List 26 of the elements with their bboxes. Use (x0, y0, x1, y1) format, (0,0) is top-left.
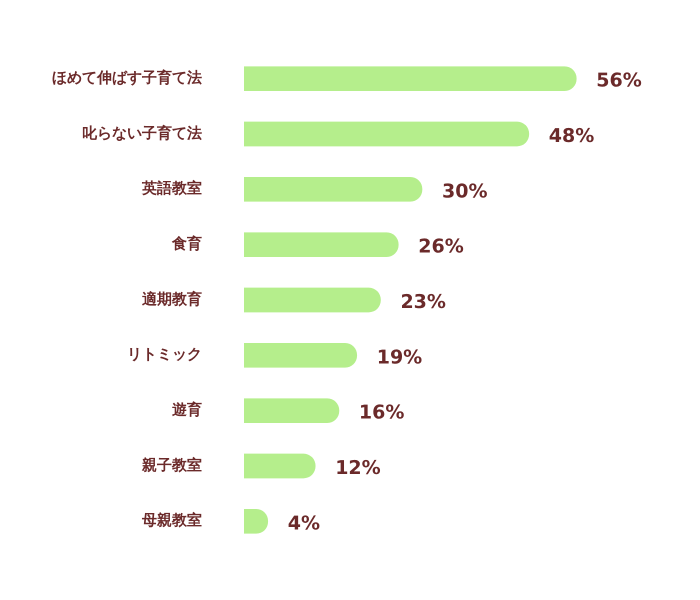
bar (244, 454, 316, 478)
y-tick-label: 母親教室 (141, 511, 202, 530)
bar (244, 122, 530, 146)
y-tick-label: ほめて伸ばす子育て法 (52, 68, 202, 87)
data-label: 26% (418, 236, 464, 258)
data-label: 56% (596, 70, 642, 92)
y-tick-label: 英語教室 (141, 179, 202, 198)
data-label: 48% (548, 124, 594, 147)
y-tick-label: 食育 (171, 234, 202, 253)
y-tick-label: 親子教室 (141, 456, 202, 474)
y-tick-label: リトミック (127, 345, 202, 364)
bar (244, 66, 577, 91)
bar (244, 288, 381, 312)
y-tick-label: 遊育 (172, 400, 202, 419)
data-label: 16% (358, 402, 404, 424)
bar (244, 343, 358, 368)
y-tick-label: 叱らない子育て法 (82, 124, 202, 142)
y-tick-label: 適期教育 (141, 290, 202, 308)
data-label: 19% (376, 346, 422, 368)
data-label: 12% (335, 456, 381, 479)
data-label: 30% (442, 180, 488, 202)
bar (244, 398, 340, 423)
bar (244, 177, 422, 202)
data-label: 23% (400, 290, 446, 313)
bar (244, 232, 399, 257)
data-label: 4% (288, 512, 320, 534)
